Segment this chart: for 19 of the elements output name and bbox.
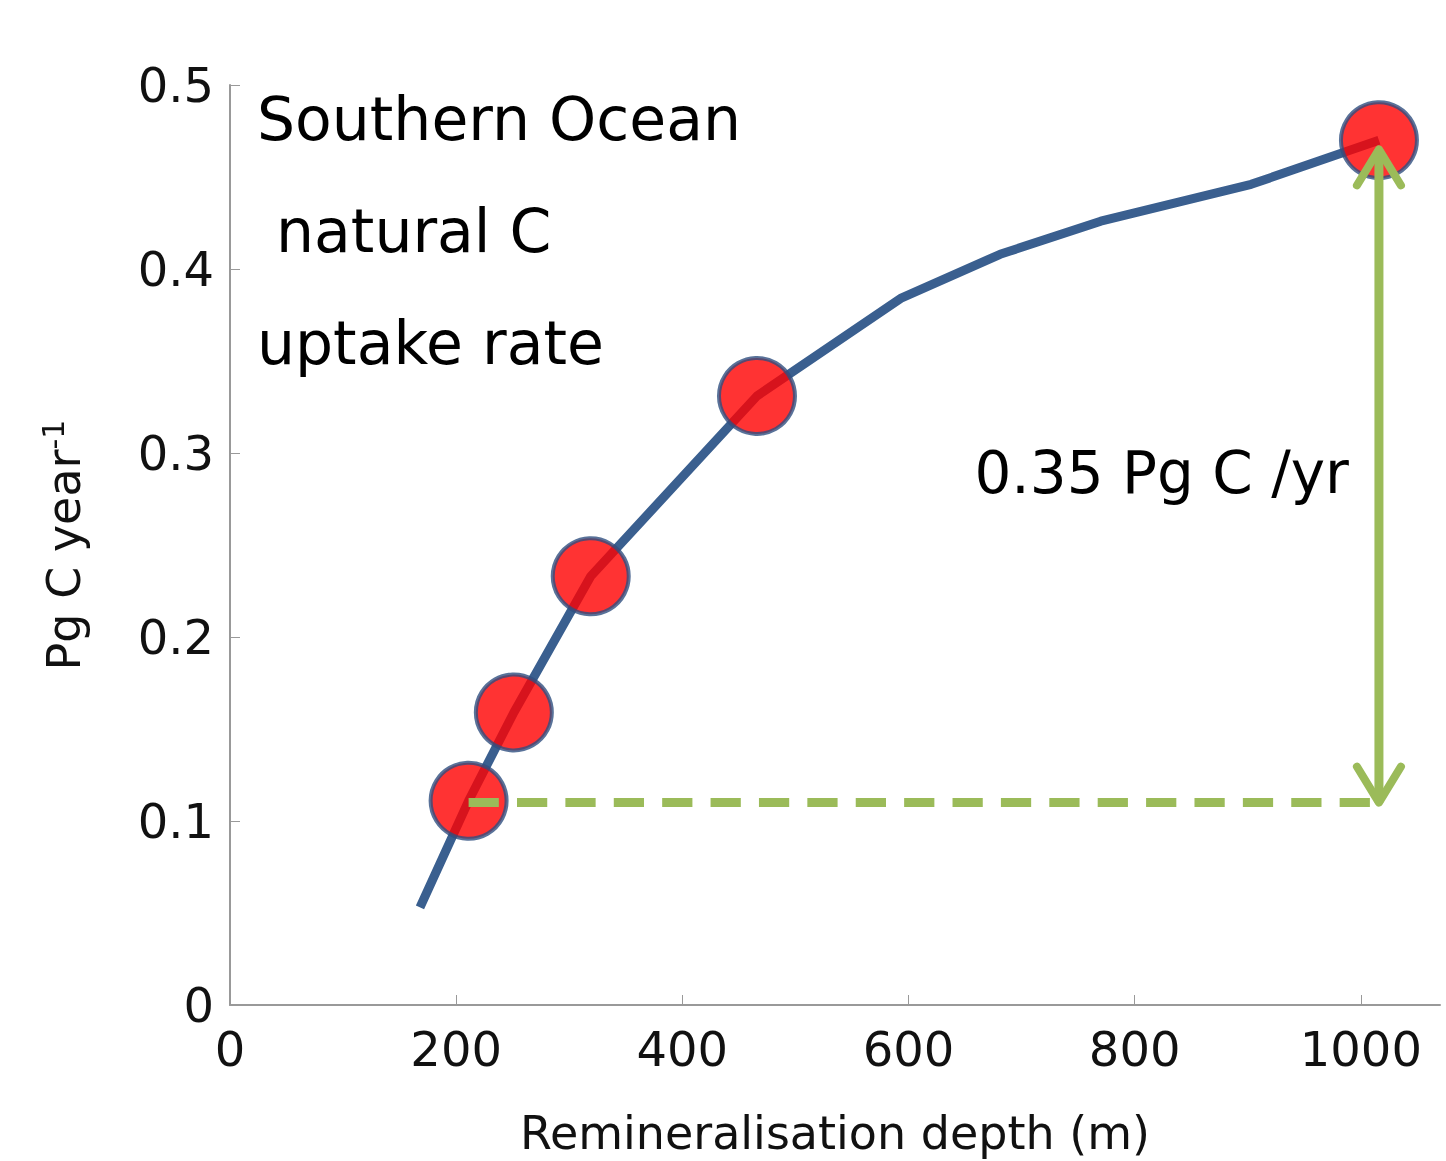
- y-tick-label: 0.4: [137, 241, 214, 297]
- x-tick-label: 200: [410, 1021, 502, 1077]
- x-tick-label: 1000: [1299, 1021, 1422, 1077]
- y-tick-label: 0.1: [137, 793, 214, 849]
- x-tick-label: 400: [636, 1021, 729, 1077]
- point: [717, 355, 797, 436]
- point: [550, 536, 631, 617]
- y-tick-label: 0.2: [137, 609, 214, 665]
- y-axis-title: Pg C year-1: [35, 419, 91, 671]
- annotation: 0.35 Pg C /yr: [974, 439, 1350, 508]
- x-axis-title: Remineralisation depth (m): [519, 1106, 1151, 1160]
- point: [473, 672, 554, 753]
- y-tick-label: 0.5: [137, 57, 214, 113]
- text: Southern Ocean natural C uptake rate: [257, 84, 741, 378]
- x-tick-label: 800: [1088, 1021, 1181, 1077]
- y-tick-label: 0: [183, 977, 214, 1033]
- point: [428, 760, 509, 841]
- y-tick-label: 0.3: [137, 425, 214, 481]
- x-tick-label: 600: [862, 1021, 955, 1077]
